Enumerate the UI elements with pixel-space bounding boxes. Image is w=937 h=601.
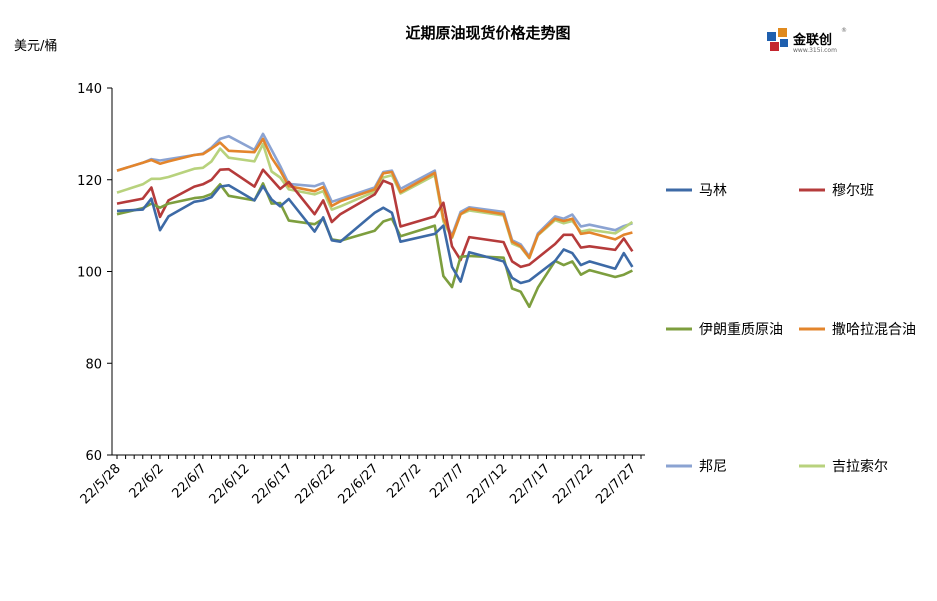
x-axis-ticks: 22/5/28 22/6/2 22/6/722/6/1222/6/1722/6/22… (78, 455, 642, 507)
legend-label: 伊朗重质原油 (699, 322, 783, 338)
y-tick-label: 60 (85, 449, 102, 464)
legend-label: 邦尼 (699, 459, 727, 475)
logo-mark-icon (767, 28, 788, 51)
series-line-1 (116, 167, 634, 269)
x-tick-label: 22/7/12 (464, 461, 510, 507)
series-line-2 (116, 182, 633, 309)
x-tick-label: 22/7/17 (507, 461, 553, 507)
y-tick-label: 100 (77, 266, 102, 281)
x-tick-label: 22/6/22 (293, 461, 339, 507)
series-line-3 (116, 137, 633, 260)
logo-registered-mark: ® (841, 27, 847, 34)
logo-subtext: www.315i.com (793, 47, 837, 54)
y-tick-label: 120 (77, 174, 102, 189)
chart-title: 近期原油现货价格走势图 (405, 24, 570, 42)
x-tick-label: 22/7/22 (550, 461, 596, 507)
legend-label: 穆尔班 (832, 183, 874, 199)
plot-series (116, 132, 634, 309)
x-tick-label: 22/6/12 (207, 461, 253, 507)
x-tick-label: 22/7/2 (384, 461, 424, 501)
x-tick-label: 22/6/2 (127, 461, 167, 501)
x-tick-label: 22/7/27 (593, 461, 639, 507)
y-axis-label: 美元/桶 (14, 39, 57, 54)
x-tick-label: 22/6/17 (250, 461, 296, 507)
y-tick-label: 140 (77, 82, 102, 97)
x-tick-label: 22/6/27 (335, 461, 381, 507)
x-tick-label: 22/5/28 (78, 461, 124, 507)
x-tick-label: 22/6/7 (170, 461, 210, 501)
x-tick-label: 22/7/7 (427, 461, 467, 501)
legend-label: 马林 (699, 183, 727, 199)
axes (111, 88, 645, 456)
series-line-5 (116, 142, 634, 260)
legend-label: 吉拉索尔 (832, 458, 888, 475)
y-tick-label: 80 (85, 357, 102, 372)
logo-text: 金联创 (792, 32, 832, 48)
series-line-0 (116, 184, 634, 285)
brand-logo: 金联创 www.315i.com ® (767, 27, 847, 54)
legend-label: 撒哈拉混合油 (832, 322, 916, 338)
y-axis-ticks: 60 80 100 120 140 (77, 82, 112, 464)
